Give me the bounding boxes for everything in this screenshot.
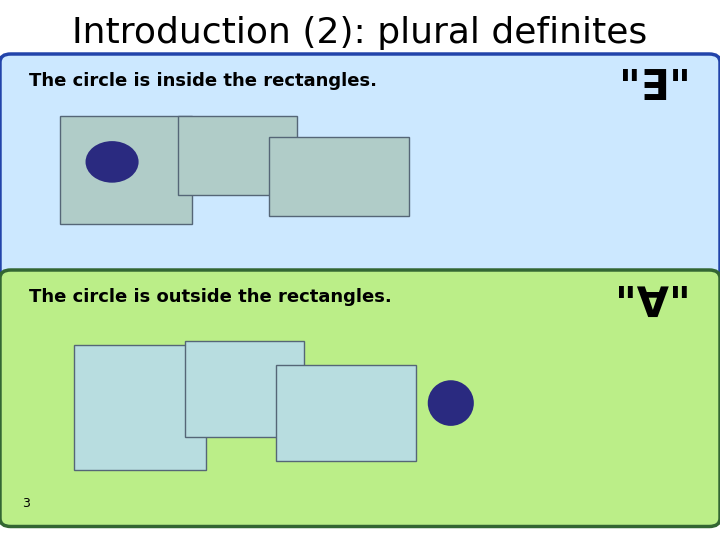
Bar: [269, 137, 409, 216]
Text: "∃": "∃": [619, 68, 691, 110]
Bar: [186, 341, 304, 437]
Text: 3: 3: [22, 497, 30, 510]
Bar: [276, 364, 416, 461]
Bar: [73, 346, 207, 470]
Text: Introduction (2): plural definites: Introduction (2): plural definites: [73, 16, 647, 50]
FancyBboxPatch shape: [0, 270, 720, 526]
Ellipse shape: [428, 380, 474, 426]
Text: "∀": "∀": [616, 284, 691, 326]
Text: The circle is inside the rectangles.: The circle is inside the rectangles.: [29, 72, 377, 90]
FancyBboxPatch shape: [0, 54, 720, 278]
Bar: [179, 116, 297, 195]
Text: The circle is outside the rectangles.: The circle is outside the rectangles.: [29, 288, 392, 306]
Bar: [60, 116, 192, 224]
Ellipse shape: [86, 141, 139, 183]
